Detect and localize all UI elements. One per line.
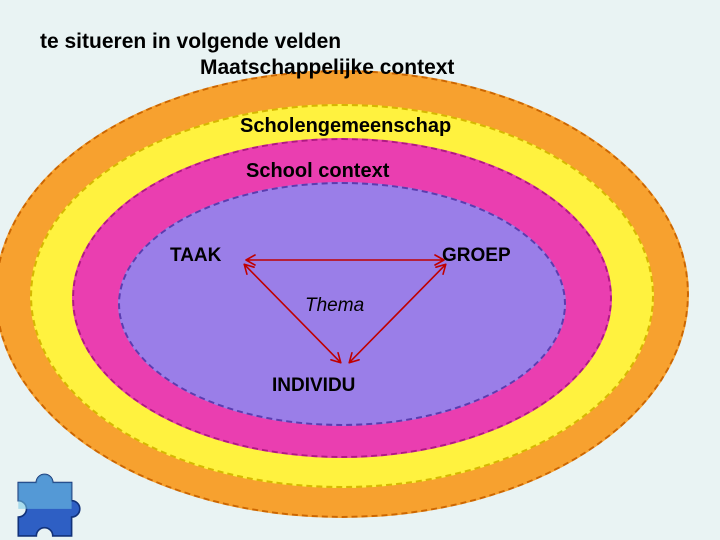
node-groep: GROEP: [442, 245, 511, 267]
node-taak: TAAK: [170, 245, 221, 267]
relation-arrows: [0, 0, 720, 540]
center-label-thema: Thema: [305, 295, 364, 317]
puzzle-icon: [2, 458, 92, 540]
edge-taak-groep: [246, 255, 444, 265]
slide: { "canvas": { "width": 720, "height": 54…: [0, 0, 720, 540]
node-individu: INDIVIDU: [272, 375, 355, 397]
